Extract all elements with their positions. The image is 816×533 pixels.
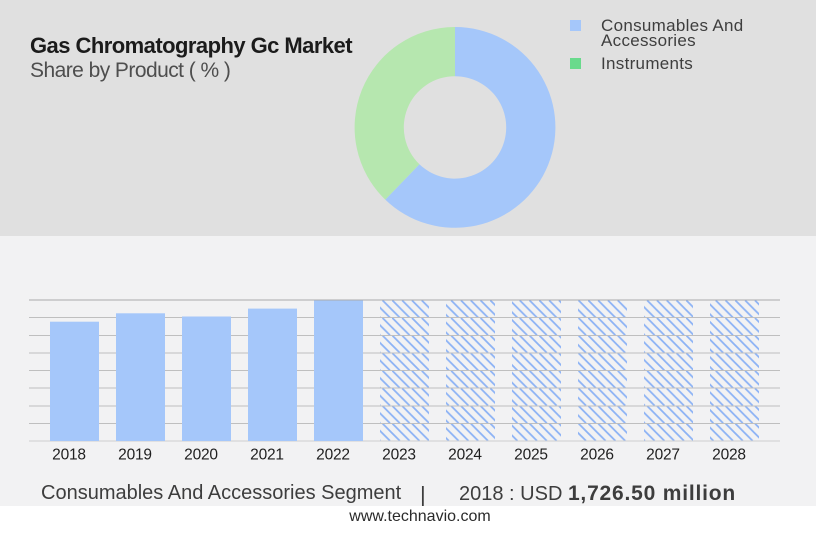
svg-text:2022: 2022 <box>316 447 350 464</box>
svg-text:2020: 2020 <box>184 447 218 464</box>
svg-text:2018: 2018 <box>52 447 86 464</box>
svg-text:2025: 2025 <box>514 447 548 464</box>
svg-text:2021: 2021 <box>250 447 284 464</box>
svg-text:2023: 2023 <box>382 447 416 464</box>
svg-text:2024: 2024 <box>448 447 482 464</box>
svg-text:2019: 2019 <box>118 447 152 464</box>
svg-text:2028: 2028 <box>712 447 746 464</box>
svg-text:2027: 2027 <box>646 447 680 464</box>
svg-text:2026: 2026 <box>580 447 614 464</box>
